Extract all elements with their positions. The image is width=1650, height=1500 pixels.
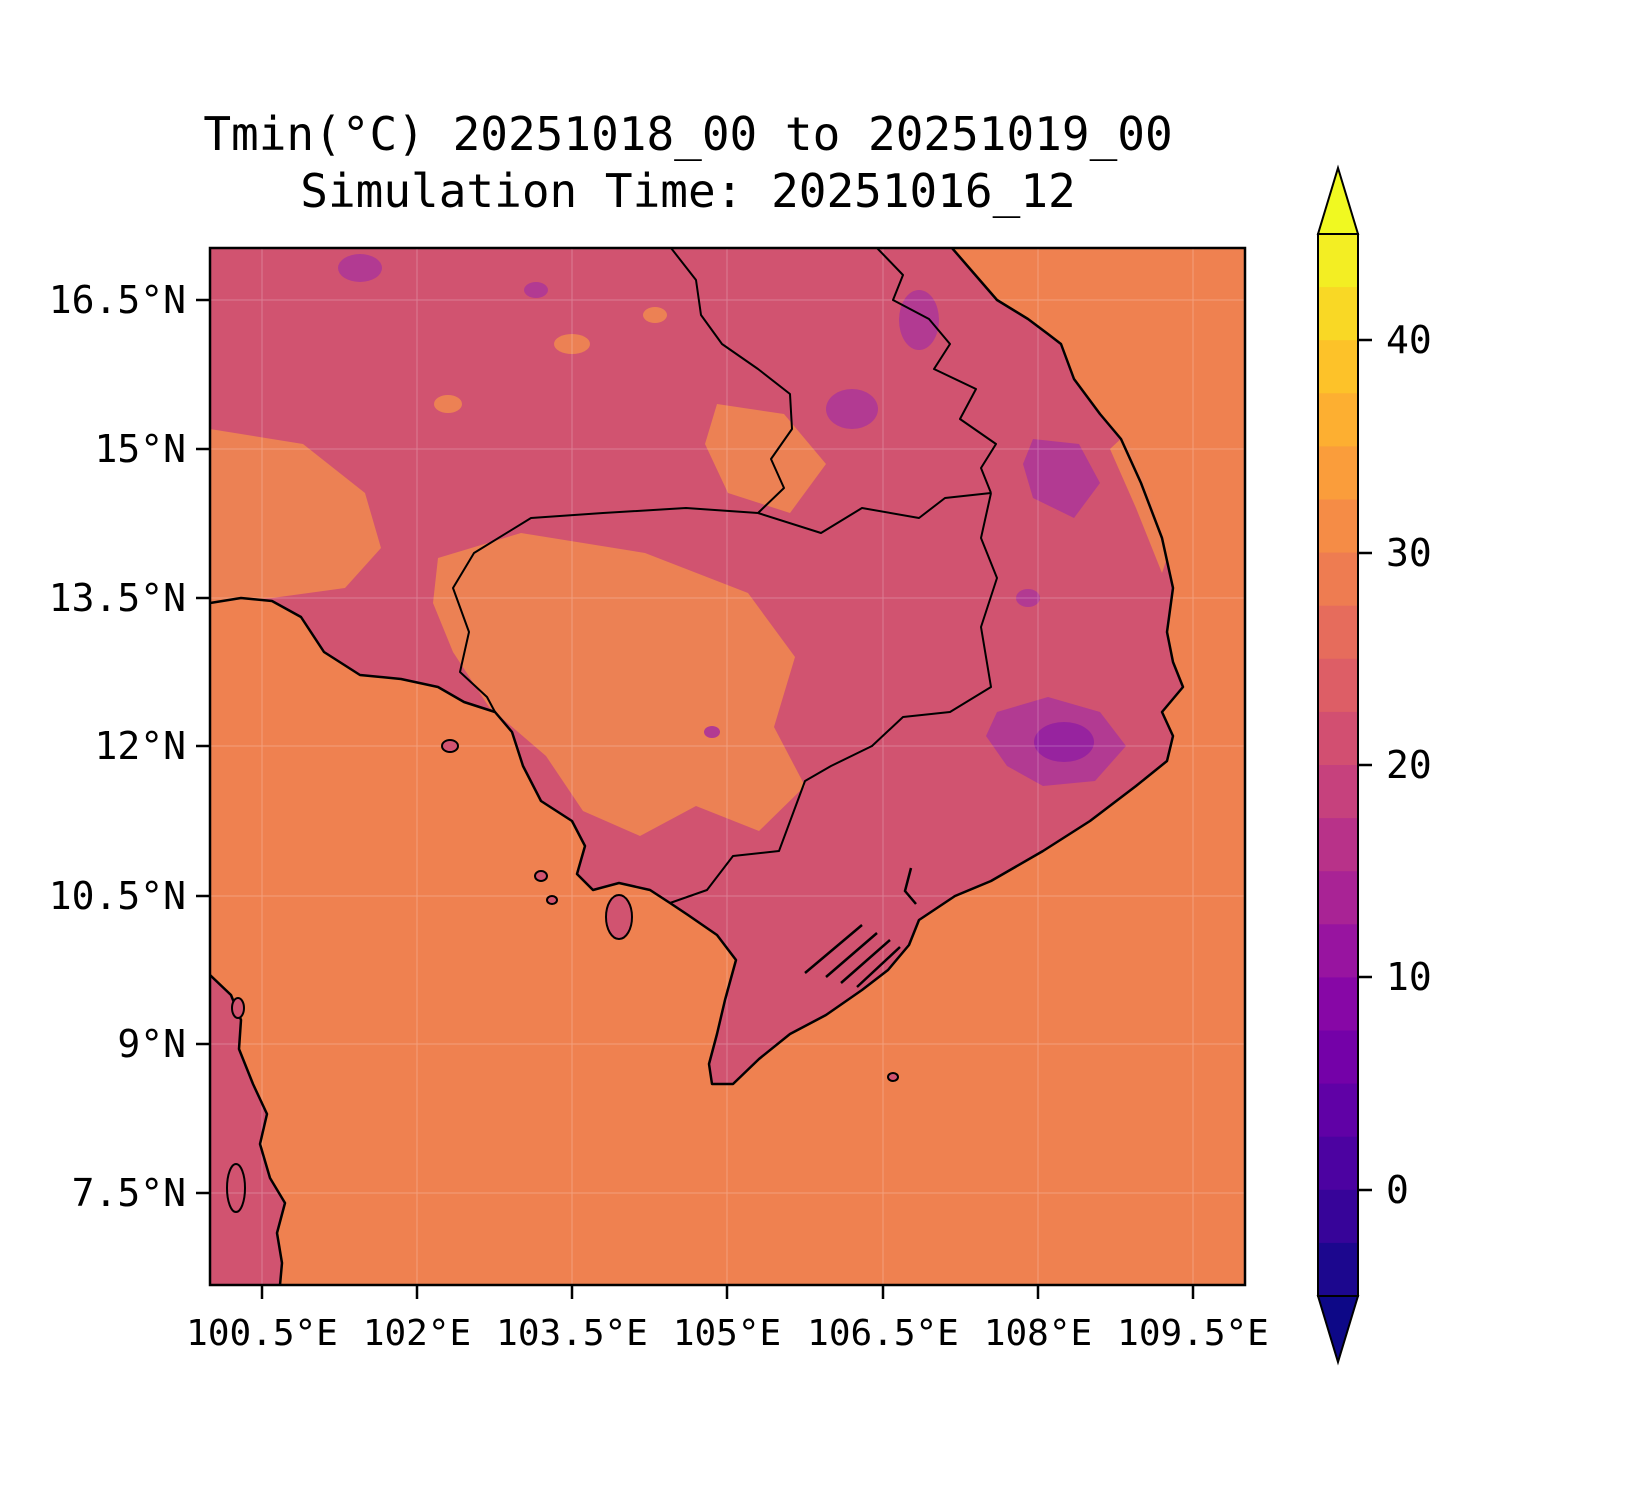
colorbar-band (1318, 924, 1358, 978)
y-tick-label: 13.5°N (49, 576, 186, 620)
y-axis-labels: 16.5°N 15°N 13.5°N 12°N 10.5°N 9°N 7.5°N (49, 278, 186, 1215)
colorbar-tick-label: 30 (1386, 531, 1432, 575)
x-tick-label: 105°E (673, 1313, 781, 1354)
x-tick-label: 100.5°E (186, 1313, 338, 1354)
warm-patches (210, 307, 1167, 836)
colorbar-band (1318, 765, 1358, 819)
warm-patch-thailand-plain (210, 429, 381, 603)
colorbar: 40 30 20 10 0 (1316, 164, 1432, 1366)
highland-patch-kontum (1023, 439, 1100, 518)
border-vietnam-cambodia (669, 492, 998, 904)
highland-patch-northwest (338, 254, 382, 282)
islands (226, 739, 899, 1213)
colorbar-band (1318, 605, 1358, 660)
border-laos-cambodia (757, 492, 992, 534)
colorbar-band (1318, 287, 1358, 341)
colorbar-band (1318, 1136, 1358, 1191)
border-vietnam-laos (876, 248, 997, 494)
colorbar-band (1318, 234, 1358, 288)
colorbar-band (1318, 446, 1358, 500)
map-panel (210, 248, 1245, 1285)
land-peninsula-fill (210, 975, 285, 1285)
warm-patch-cambodia (433, 533, 805, 836)
highland-patches (338, 254, 1126, 786)
colorbar-band (1318, 711, 1358, 766)
colorbar-arrow-bottom (1316, 1295, 1360, 1366)
island-small (546, 895, 558, 905)
y-tick-label: 12°N (94, 724, 186, 768)
colorbar-band (1318, 977, 1358, 1031)
figure-title: Tmin(°C) 20251018_00 to 20251019_00 (203, 107, 1172, 161)
x-tick-label: 103.5°E (496, 1313, 648, 1354)
colorbar-tick-marks (1358, 338, 1372, 1192)
x-tick-label: 102°E (363, 1313, 471, 1354)
warm-patch-coastal-strip (1110, 434, 1167, 573)
highland-patch-laos (826, 389, 878, 429)
national-borders (452, 248, 998, 904)
colorbar-band (1318, 658, 1358, 713)
island-phu-quoc (605, 894, 633, 940)
colorbar-band (1318, 393, 1358, 447)
y-tick-label: 10.5°N (49, 874, 186, 918)
island-samui (231, 997, 245, 1019)
highland-dot (704, 726, 720, 738)
coastline-mainland (210, 248, 1185, 1086)
y-tick-label: 7.5°N (72, 1171, 186, 1215)
x-axis-labels: 100.5°E 102°E 103.5°E 105°E 106.5°E 108°… (186, 1313, 1269, 1354)
songkhla-lake-outline (226, 1163, 246, 1213)
warm-patch-mekong-valley (705, 404, 826, 513)
colorbar-tick-label: 20 (1386, 743, 1432, 787)
figure-subtitle: Simulation Time: 20251016_12 (300, 164, 1075, 218)
y-tick-label: 9°N (117, 1022, 186, 1066)
border-thailand-cambodia (452, 507, 759, 713)
island-small (534, 870, 548, 882)
warm-dot (643, 307, 667, 323)
colorbar-band (1318, 552, 1358, 607)
colorbar-tick-label: 40 (1386, 318, 1432, 362)
highland-dot (524, 282, 548, 298)
colorbar-band (1318, 1030, 1358, 1085)
x-tick-label: 109.5°E (1117, 1313, 1269, 1354)
y-tick-label: 16.5°N (49, 278, 186, 322)
highland-core (1034, 722, 1094, 762)
colorbar-band (1318, 818, 1358, 872)
highland-patch-border-north (899, 290, 939, 350)
highland-dot (1016, 589, 1040, 607)
colorbar-tick-label: 0 (1386, 1168, 1409, 1212)
gridlines (210, 248, 1245, 1285)
mekong-delta-channels (804, 867, 917, 988)
colorbar-band (1318, 1242, 1358, 1296)
x-tick-label: 106.5°E (807, 1313, 959, 1354)
colorbar-tick-label: 10 (1386, 955, 1432, 999)
island-con-dao (887, 1072, 899, 1082)
warm-dot (434, 395, 462, 413)
colorbar-band (1318, 1083, 1358, 1138)
x-tick-label: 108°E (984, 1313, 1092, 1354)
border-thailand-laos (670, 248, 793, 514)
colorbar-band (1318, 499, 1358, 554)
colorbar-band (1318, 340, 1358, 394)
warm-dot (554, 334, 590, 354)
y-tick-label: 15°N (94, 427, 186, 471)
colorbar-band (1318, 1189, 1358, 1244)
colorbar-band (1318, 871, 1358, 925)
colorbar-arrow-top (1316, 164, 1360, 235)
island-koh-chang (441, 739, 459, 753)
axis-tick-marks (196, 298, 1195, 1299)
